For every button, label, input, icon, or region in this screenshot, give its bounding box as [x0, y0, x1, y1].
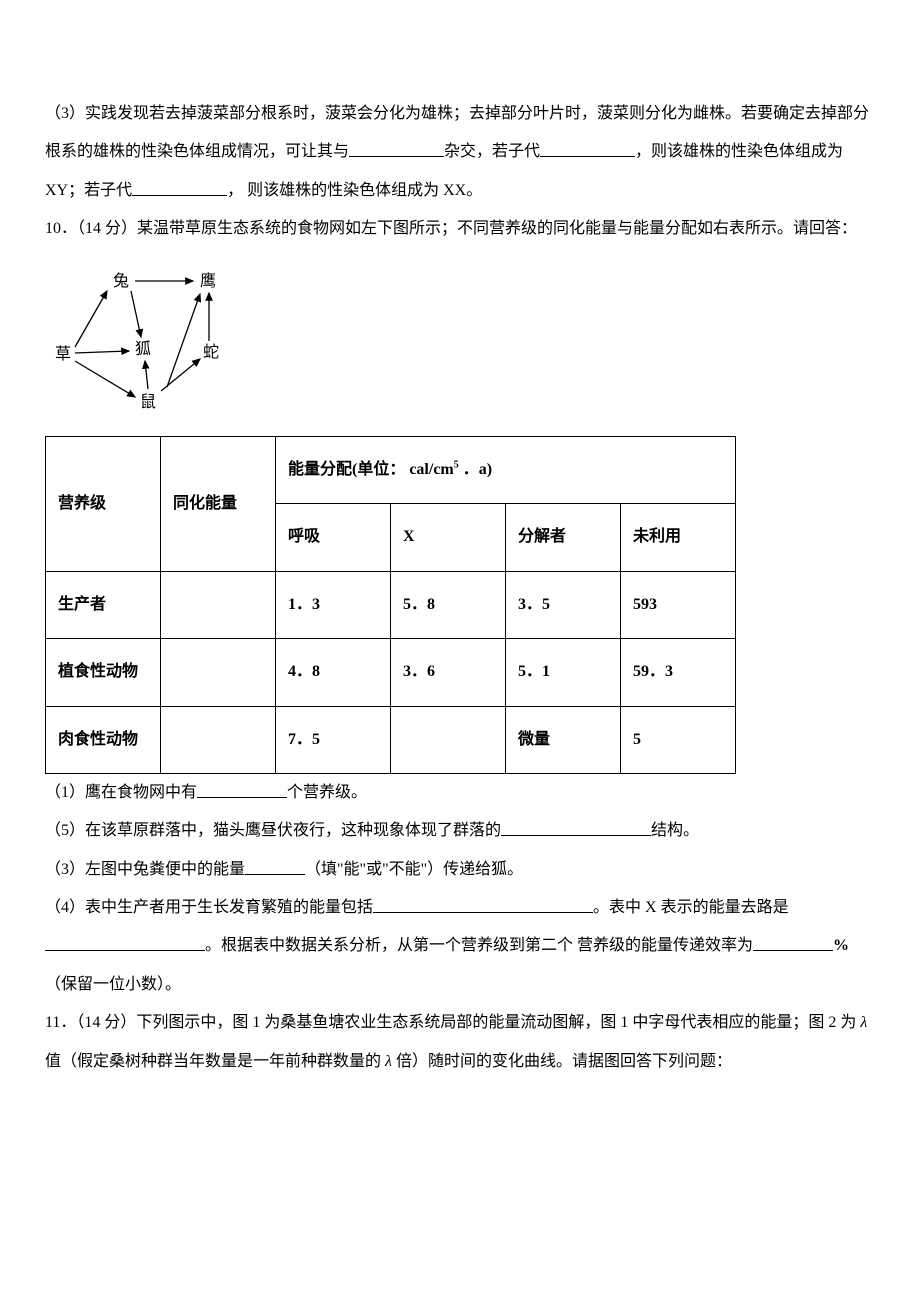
q3-l1-text: （3）实践发现若去掉菠菜部分根系时，菠菜会分化为雄株；去掉部分叶片时，菠菜则分化… — [45, 105, 869, 122]
node-eagle: 鹰 — [200, 272, 216, 290]
q10-s4a: （4）表中生产者用于生长发育繁殖的能量包括 — [45, 899, 373, 916]
cell: 59．3 — [621, 639, 736, 706]
table-row: 肉食性动物 7．5 微量 5 — [46, 706, 736, 773]
edge — [75, 351, 129, 353]
cell: 5．1 — [506, 639, 621, 706]
th-resp: 呼吸 — [276, 504, 391, 571]
th-assim: 同化能量 — [161, 436, 276, 571]
blank — [245, 858, 305, 875]
q10-s1: （1）鹰在食物网中有 个营养级。 — [45, 774, 875, 812]
blank — [540, 140, 635, 157]
cell: 3．6 — [391, 639, 506, 706]
cell — [391, 706, 506, 773]
q10-stem-text: 10．（14 分）某温带草原生态系统的食物网如左下图所示；不同营养级的同化能量与… — [45, 220, 857, 237]
q10-s1b: 个营养级。 — [287, 784, 367, 801]
blank — [349, 140, 444, 157]
q3-l2c: ，则该雄株的性染色体组成为 — [635, 143, 843, 160]
th-level: 营养级 — [46, 436, 161, 571]
cell — [161, 639, 276, 706]
node-fox: 狐 — [135, 340, 151, 358]
edge — [131, 291, 141, 337]
edge — [75, 291, 107, 347]
q10-s5: （5）在该草原群落中，猫头鹰昼伏夜行，这种现象体现了群落的 结构。 — [45, 812, 875, 850]
q10-s5b: 结构。 — [651, 822, 699, 839]
q11-c: 倍）随时间的变化曲线。请据图回答下列问题： — [392, 1053, 732, 1070]
table-row: 营养级 同化能量 能量分配(单位： cal/cm5 ．a) — [46, 436, 736, 503]
node-grass: 草 — [55, 345, 71, 363]
q10-stem: 10．（14 分）某温带草原生态系统的食物网如左下图所示；不同营养级的同化能量与… — [45, 210, 875, 248]
blank — [501, 819, 651, 836]
cell: 1．3 — [276, 571, 391, 638]
q11-l1: 11．（14 分）下列图示中，图 1 为桑基鱼塘农业生态系统局部的能量流动图解，… — [45, 1004, 875, 1042]
table-row: 植食性动物 4．8 3．6 5．1 59．3 — [46, 639, 736, 706]
q3-line2: 根系的雄株的性染色体组成情况，可让其与 杂交，若子代 ，则该雄株的性染色体组成为 — [45, 133, 875, 171]
q10-s4: （4）表中生产者用于生长发育繁殖的能量包括 。表中 X 表示的能量去路是 。根据表… — [45, 889, 875, 1004]
food-web-diagram: 草 兔 狐 鼠 蛇 鹰 — [45, 259, 875, 424]
cell: 4．8 — [276, 639, 391, 706]
blank — [373, 896, 593, 913]
q3-l3b: ， 则该雄株的性染色体组成为 XX。 — [227, 182, 482, 199]
cell: 肉食性动物 — [46, 706, 161, 773]
cell: 5 — [621, 706, 736, 773]
q10-s4c: 。根据表中数据关系分析，从第一个营养级到第二个 营养级的能量传递效率为 — [205, 937, 753, 954]
cell: 微量 — [506, 706, 621, 773]
q10-s3b: （填"能"或"不能"）传递给狐。 — [305, 861, 523, 878]
node-mouse: 鼠 — [140, 393, 156, 409]
node-snake: 蛇 — [203, 343, 219, 361]
cell: 3．5 — [506, 571, 621, 638]
th-x: X — [391, 504, 506, 571]
th-dist: 能量分配(单位： cal/cm5 ．a) — [276, 436, 736, 503]
th-dist-b: ．a) — [459, 461, 492, 478]
cell: 生产者 — [46, 571, 161, 638]
edge — [75, 361, 135, 397]
q10-s3: （3）左图中兔粪便中的能量 （填"能"或"不能"）传递给狐。 — [45, 851, 875, 889]
q10-s5a: （5）在该草原群落中，猫头鹰昼伏夜行，这种现象体现了群落的 — [45, 822, 501, 839]
q3-l3a: XY；若子代 — [45, 182, 132, 199]
th-unused: 未利用 — [621, 504, 736, 571]
cell: 593 — [621, 571, 736, 638]
q10-s4e: （保留一位小数）。 — [45, 976, 181, 993]
q10-s4b: 。表中 X 表示的能量去路是 — [593, 899, 789, 916]
blank — [197, 781, 287, 798]
q3-l2b: 杂交，若子代 — [444, 143, 540, 160]
q10-s4-l3: （保留一位小数）。 — [45, 966, 875, 1004]
edge — [145, 361, 148, 389]
q3-line1: （3）实践发现若去掉菠菜部分根系时，菠菜会分化为雄株；去掉部分叶片时，菠菜则分化… — [45, 95, 875, 133]
q11-a: 11．（14 分）下列图示中，图 1 为桑基鱼塘农业生态系统局部的能量流动图解，… — [45, 1014, 860, 1031]
cell — [161, 706, 276, 773]
q11-lambda2: λ — [385, 1053, 392, 1070]
q3-line3: XY；若子代 ， 则该雄株的性染色体组成为 XX。 — [45, 172, 875, 210]
th-decomp: 分解者 — [506, 504, 621, 571]
q3-l2a: 根系的雄株的性染色体组成情况，可让其与 — [45, 143, 349, 160]
q11-l2: 值（假定桑树种群当年数量是一年前种群数量的 λ 倍）随时间的变化曲线。请据图回答… — [45, 1043, 875, 1081]
blank — [45, 934, 205, 951]
q10-s4d: % — [833, 937, 849, 954]
cell: 7．5 — [276, 706, 391, 773]
cell: 植食性动物 — [46, 639, 161, 706]
table-row: 生产者 1．3 5．8 3．5 593 — [46, 571, 736, 638]
cell: 5．8 — [391, 571, 506, 638]
th-dist-a: 能量分配(单位： cal/cm — [288, 461, 454, 478]
blank — [753, 934, 833, 951]
blank — [132, 179, 227, 196]
q11-b: 值（假定桑树种群当年数量是一年前种群数量的 — [45, 1053, 385, 1070]
q10-s3a: （3）左图中兔粪便中的能量 — [45, 861, 245, 878]
cell — [161, 571, 276, 638]
energy-table: 营养级 同化能量 能量分配(单位： cal/cm5 ．a) 呼吸 X 分解者 未… — [45, 436, 736, 774]
q10-s1a: （1）鹰在食物网中有 — [45, 784, 197, 801]
food-web-svg: 草 兔 狐 鼠 蛇 鹰 — [45, 259, 235, 409]
q11-lambda1: λ — [860, 1014, 867, 1031]
node-rabbit: 兔 — [113, 272, 129, 290]
q10-s4-l1: （4）表中生产者用于生长发育繁殖的能量包括 。表中 X 表示的能量去路是 — [45, 889, 875, 927]
q10-s4-l2: 。根据表中数据关系分析，从第一个营养级到第二个 营养级的能量传递效率为% — [45, 927, 875, 965]
